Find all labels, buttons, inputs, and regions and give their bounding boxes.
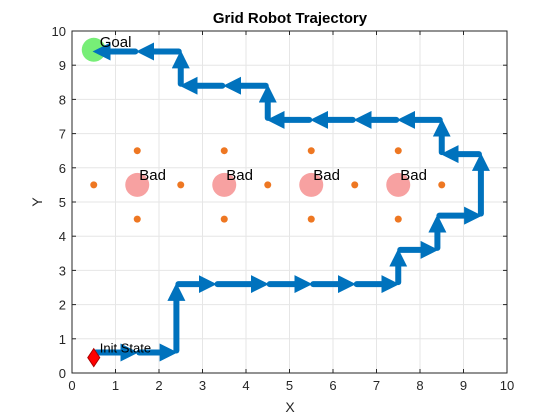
y-tick-label: 8 xyxy=(59,92,66,107)
y-tick-label: 1 xyxy=(59,332,66,347)
neighbor-point xyxy=(177,181,185,189)
neighbor-point xyxy=(220,215,228,223)
neighbor-point xyxy=(133,147,141,155)
y-tick-label: 0 xyxy=(59,366,66,381)
neighbor-point xyxy=(220,147,228,155)
x-tick-label: 7 xyxy=(373,378,380,393)
neighbor-point xyxy=(307,147,315,155)
bad-state-label: Bad xyxy=(226,167,253,184)
y-tick-label: 3 xyxy=(59,263,66,278)
x-tick-label: 6 xyxy=(329,378,336,393)
neighbor-point xyxy=(307,215,315,223)
x-tick-label: 1 xyxy=(112,378,119,393)
x-tick-label: 4 xyxy=(242,378,249,393)
y-tick-label: 10 xyxy=(52,24,66,39)
neighbor-point xyxy=(438,181,446,189)
init-state-label: Init State xyxy=(100,341,151,356)
x-tick-label: 9 xyxy=(460,378,467,393)
x-axis-label: X xyxy=(285,399,295,415)
chart-title: Grid Robot Trajectory xyxy=(213,10,368,27)
neighbor-point xyxy=(90,181,98,189)
plot-area: 0 1 2 3 4 5 6 7 8 9 10 0 1 2 3 4 5 6 7 8 9 10 Goal Init State Ba… xyxy=(52,24,515,393)
y-tick-label: 9 xyxy=(59,58,66,73)
x-tick-label: 8 xyxy=(416,378,423,393)
bad-state-marker xyxy=(386,172,411,197)
neighbor-point xyxy=(264,181,272,189)
neighbor-point xyxy=(351,181,359,189)
neighbor-point xyxy=(133,215,141,223)
bad-state-label: Bad xyxy=(139,167,166,184)
init-state-marker xyxy=(87,347,101,368)
x-tick-label: 2 xyxy=(155,378,162,393)
x-tick-label: 0 xyxy=(68,378,75,393)
bad-state-label: Bad xyxy=(400,167,427,184)
y-tick-label: 4 xyxy=(59,229,66,244)
bad-state-marker xyxy=(125,172,150,197)
y-axis-label: Y xyxy=(29,197,45,207)
x-tick-label: 5 xyxy=(286,378,293,393)
y-tick-label: 6 xyxy=(59,161,66,176)
y-tick-label: 2 xyxy=(59,298,66,313)
y-tick-label: 5 xyxy=(59,195,66,210)
bad-state-marker xyxy=(212,172,237,197)
x-tick-label: 10 xyxy=(500,378,514,393)
bad-state-marker xyxy=(299,172,324,197)
x-tick-label: 3 xyxy=(199,378,206,393)
neighbor-point xyxy=(394,215,402,223)
y-tick-label: 7 xyxy=(59,127,66,142)
bad-state-label: Bad xyxy=(313,167,340,184)
goal-label: Goal xyxy=(100,34,132,51)
neighbor-point xyxy=(394,147,402,155)
